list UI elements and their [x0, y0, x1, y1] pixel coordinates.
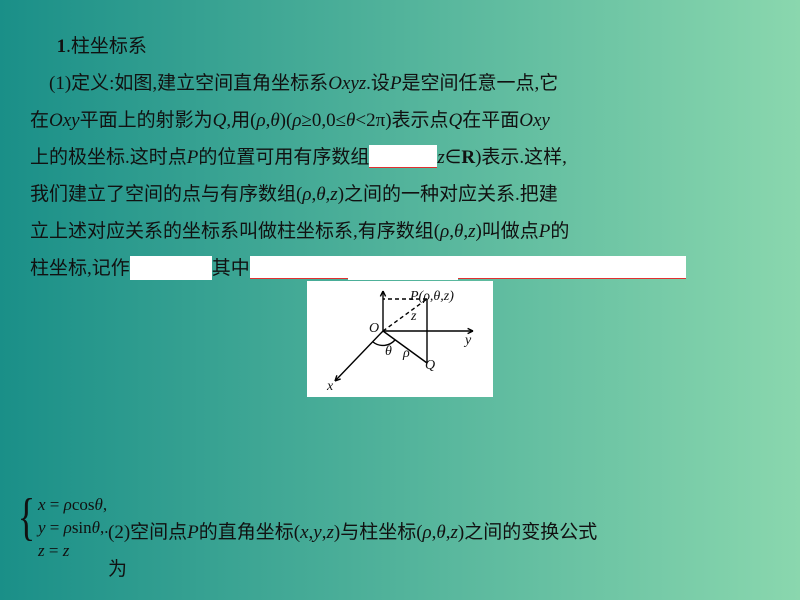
- theta2: θ: [346, 110, 355, 131]
- l2-a: 在: [30, 110, 49, 131]
- zr-b: ∈: [445, 147, 462, 168]
- body-text: 1.柱坐标系 (1)定义:如图,建立空间直角坐标系Oxyz.设P是空间任意一点,…: [30, 28, 770, 410]
- red-blank-3: [458, 256, 686, 279]
- p2-c: )与柱坐标(: [334, 522, 423, 543]
- figure-box: P(ρ,θ,z) O y z x Q θ ρ: [307, 281, 493, 397]
- slide: 1.柱坐标系 (1)定义:如图,建立空间直角坐标系Oxyz.设P是空间任意一点,…: [0, 0, 800, 600]
- red-blank-2: [250, 256, 348, 279]
- red-blank-1: [369, 145, 437, 168]
- p2-e: 为: [108, 559, 127, 580]
- q: Q: [213, 110, 227, 131]
- l2-b: 平面上的射影为: [80, 110, 213, 131]
- oxyz: Oxyz: [328, 73, 366, 94]
- z1: z: [330, 184, 337, 205]
- fig-o-label: O: [369, 315, 379, 342]
- p2-x: x: [300, 522, 308, 543]
- p2-th: θ: [436, 522, 445, 543]
- f-r2a: ρ: [64, 518, 72, 537]
- zr-a: z: [437, 147, 444, 168]
- fig-y-label: y: [465, 327, 471, 354]
- f-eq2: =: [46, 518, 64, 537]
- l2-d: )(: [280, 110, 293, 131]
- l5-a: 立上述对应关系的坐标系叫做柱坐标系,有序数组(: [30, 221, 440, 242]
- p1-b: 是空间任意一点,它: [402, 73, 559, 94]
- f-row1-lhs: x: [38, 495, 46, 514]
- l5-b: )叫做点: [475, 221, 538, 242]
- l2-f: <2π)表示点: [355, 110, 448, 131]
- fig-q-label: Q: [425, 352, 435, 379]
- l4-a: 我们建立了空间的点与有序数组(: [30, 184, 302, 205]
- l3-a: 上的极坐标.这时点: [30, 147, 187, 168]
- p2-z2: z: [451, 522, 458, 543]
- p2-b: 的直角坐标(: [199, 522, 300, 543]
- brace-icon: {: [18, 492, 35, 544]
- p2-z: z: [326, 522, 333, 543]
- white-box-1: [130, 256, 212, 280]
- l2-c: ,用(: [226, 110, 256, 131]
- l6-b: 其中: [212, 258, 250, 279]
- p2-a: (2)空间点: [108, 522, 187, 543]
- rset: R: [461, 147, 475, 168]
- p2-rho: ρ: [423, 522, 432, 543]
- p1-open: (1)定义:如图,建立空间直角坐标系: [49, 73, 328, 94]
- p: P: [390, 73, 402, 94]
- fig-p-label: P(ρ,θ,z): [410, 283, 454, 310]
- f-r1b: cos: [72, 495, 95, 514]
- fig-x-label: x: [327, 373, 333, 400]
- l3-c: )表示.这样,: [475, 147, 567, 168]
- l6-a: 柱坐标,记作: [30, 258, 130, 279]
- oxy: Oxy: [49, 110, 80, 131]
- figure-wrap: P(ρ,θ,z) O y z x Q θ ρ: [30, 281, 770, 410]
- heading-number: 1: [57, 36, 67, 57]
- rho4: ρ: [440, 221, 449, 242]
- f-r2c: θ: [92, 518, 100, 537]
- white-box-mid: [348, 256, 458, 280]
- rho: ρ: [256, 110, 265, 131]
- f-eq3: =: [45, 541, 63, 560]
- f-r1a: ρ: [64, 495, 72, 514]
- f-row2-lhs: y: [38, 518, 46, 537]
- para2-overlay: (2)空间点P的直角坐标(x,y,z)与柱坐标(ρ,θ,z)之间的变换公式 为: [108, 514, 597, 588]
- coord-figure: [315, 285, 485, 393]
- theta: θ: [270, 110, 279, 131]
- q2: Q: [449, 110, 463, 131]
- p2-P: P: [187, 522, 199, 543]
- oxy2: Oxy: [519, 110, 550, 131]
- fig-rho-label: ρ: [403, 340, 410, 367]
- f-row3-lhs: z: [38, 541, 45, 560]
- p3: P: [539, 221, 551, 242]
- f-r1t: ,: [103, 495, 107, 514]
- l4-b: )之间的一种对应关系.把建: [338, 184, 558, 205]
- l2-e: ≥0,0≤: [301, 110, 346, 131]
- f-r3r: z: [63, 541, 70, 560]
- theta4: θ: [454, 221, 463, 242]
- l5-c: 的: [550, 221, 569, 242]
- l2-g: 在平面: [462, 110, 519, 131]
- fig-z-label: z: [411, 303, 416, 330]
- formula-block: { x = ρcosθ, y = ρsinθ,. z = z: [22, 494, 109, 563]
- p2: P: [187, 147, 199, 168]
- heading-text: .柱坐标系: [66, 36, 147, 57]
- f-r2b: sin: [72, 518, 92, 537]
- p2-y: y: [313, 522, 321, 543]
- p1-a: .设: [366, 73, 390, 94]
- l3-b: 的位置可用有序数组: [198, 147, 369, 168]
- p2-d: )之间的变换公式: [458, 522, 597, 543]
- theta3: θ: [316, 184, 325, 205]
- f-eq1: =: [46, 495, 64, 514]
- f-r1c: θ: [94, 495, 102, 514]
- fig-theta-label: θ: [385, 338, 392, 365]
